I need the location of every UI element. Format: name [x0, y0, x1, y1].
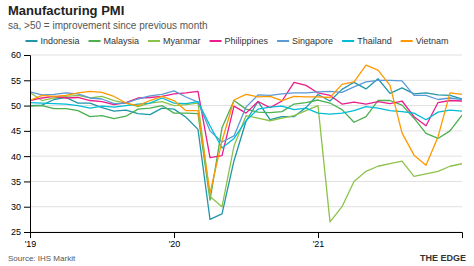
legend-label: Indonesia: [40, 36, 79, 46]
y-axis: 25 30 35 40 45 50 55 60: [11, 50, 31, 237]
y-tick: 40: [11, 152, 30, 162]
legend-swatch: [89, 40, 101, 42]
legend-swatch: [148, 40, 160, 42]
y-tick-label: 55: [11, 76, 21, 86]
legend-item: Philippines: [210, 36, 269, 46]
y-tick-label: 40: [11, 152, 21, 162]
y-tick-mark: [24, 156, 30, 157]
grid-line: [30, 130, 462, 131]
y-tick-mark: [24, 232, 30, 233]
x-tick-label: '19: [25, 239, 37, 249]
y-tick-label: 45: [11, 126, 21, 136]
lines: [30, 65, 462, 222]
legend-item: Singapore: [277, 36, 333, 46]
series-line: [30, 98, 462, 148]
grid-line: [30, 55, 462, 56]
legend-label: Malaysia: [104, 36, 140, 46]
y-tick: 55: [11, 76, 30, 86]
y-tick-mark: [24, 207, 30, 208]
legend: Indonesia Malaysia Myanmar Philippines Singa…: [25, 36, 448, 46]
y-tick-label: 30: [11, 202, 21, 212]
x-tick-label: '21: [313, 239, 325, 249]
y-tick-label: 25: [11, 227, 21, 237]
series-line: [30, 65, 462, 193]
y-tick: 60: [11, 50, 30, 60]
y-tick-mark: [24, 55, 30, 56]
legend-label: Thailand: [357, 36, 392, 46]
annotation: THE EDGE: [420, 253, 466, 263]
legend-label: Vietnam: [416, 36, 449, 46]
legend-item: Thailand: [342, 36, 392, 46]
y-tick-label: 35: [11, 177, 21, 187]
plot-area: 25 30 35 40 45 50 55 60 '19 '20 '21: [11, 50, 463, 249]
series-line: [30, 79, 462, 220]
x-axis: '19 '20 '21: [25, 232, 463, 249]
y-tick: 25: [11, 227, 30, 237]
legend-label: Philippines: [225, 36, 269, 46]
legend-swatch: [277, 40, 289, 42]
legend-item: Malaysia: [89, 36, 140, 46]
x-tick: '21: [313, 232, 325, 249]
legend-label: Myanmar: [163, 36, 201, 46]
y-tick: 30: [11, 202, 30, 212]
legend-item: Vietnam: [401, 36, 449, 46]
grid: [30, 55, 462, 232]
x-tick-mark: [318, 232, 319, 238]
chart: Manufacturing PMI sa, >50 = improvement s…: [0, 0, 474, 266]
x-tick-label: '20: [169, 239, 181, 249]
y-tick-label: 60: [11, 50, 21, 60]
legend-item: Indonesia: [25, 36, 79, 46]
legend-label: Singapore: [292, 36, 333, 46]
x-tick-mark: [174, 232, 175, 238]
title: Manufacturing PMI: [8, 3, 124, 18]
x-axis-line: [31, 233, 463, 239]
y-tick: 35: [11, 177, 30, 187]
x-tick: '20: [169, 232, 181, 249]
source: Source: IHS Markit: [8, 254, 76, 263]
legend-swatch: [342, 40, 354, 42]
x-tick: '19: [25, 232, 37, 249]
legend-item: Myanmar: [148, 36, 201, 46]
legend-swatch: [210, 40, 222, 42]
grid-line: [30, 206, 462, 207]
y-tick-mark: [24, 106, 30, 107]
y-tick-label: 50: [11, 101, 21, 111]
legend-swatch: [25, 40, 37, 42]
series-line: [30, 82, 462, 157]
y-tick: 45: [11, 126, 30, 136]
legend-swatch: [401, 40, 413, 42]
grid-line: [30, 181, 462, 182]
y-tick-mark: [24, 131, 30, 132]
x-tick-mark: [30, 232, 31, 238]
grid-line: [30, 156, 462, 157]
y-tick-mark: [24, 80, 30, 81]
y-tick-mark: [24, 181, 30, 182]
subtitle: sa, >50 = improvement since previous mon…: [8, 20, 208, 31]
y-axis-line: [24, 56, 31, 233]
y-tick: 50: [11, 101, 30, 111]
